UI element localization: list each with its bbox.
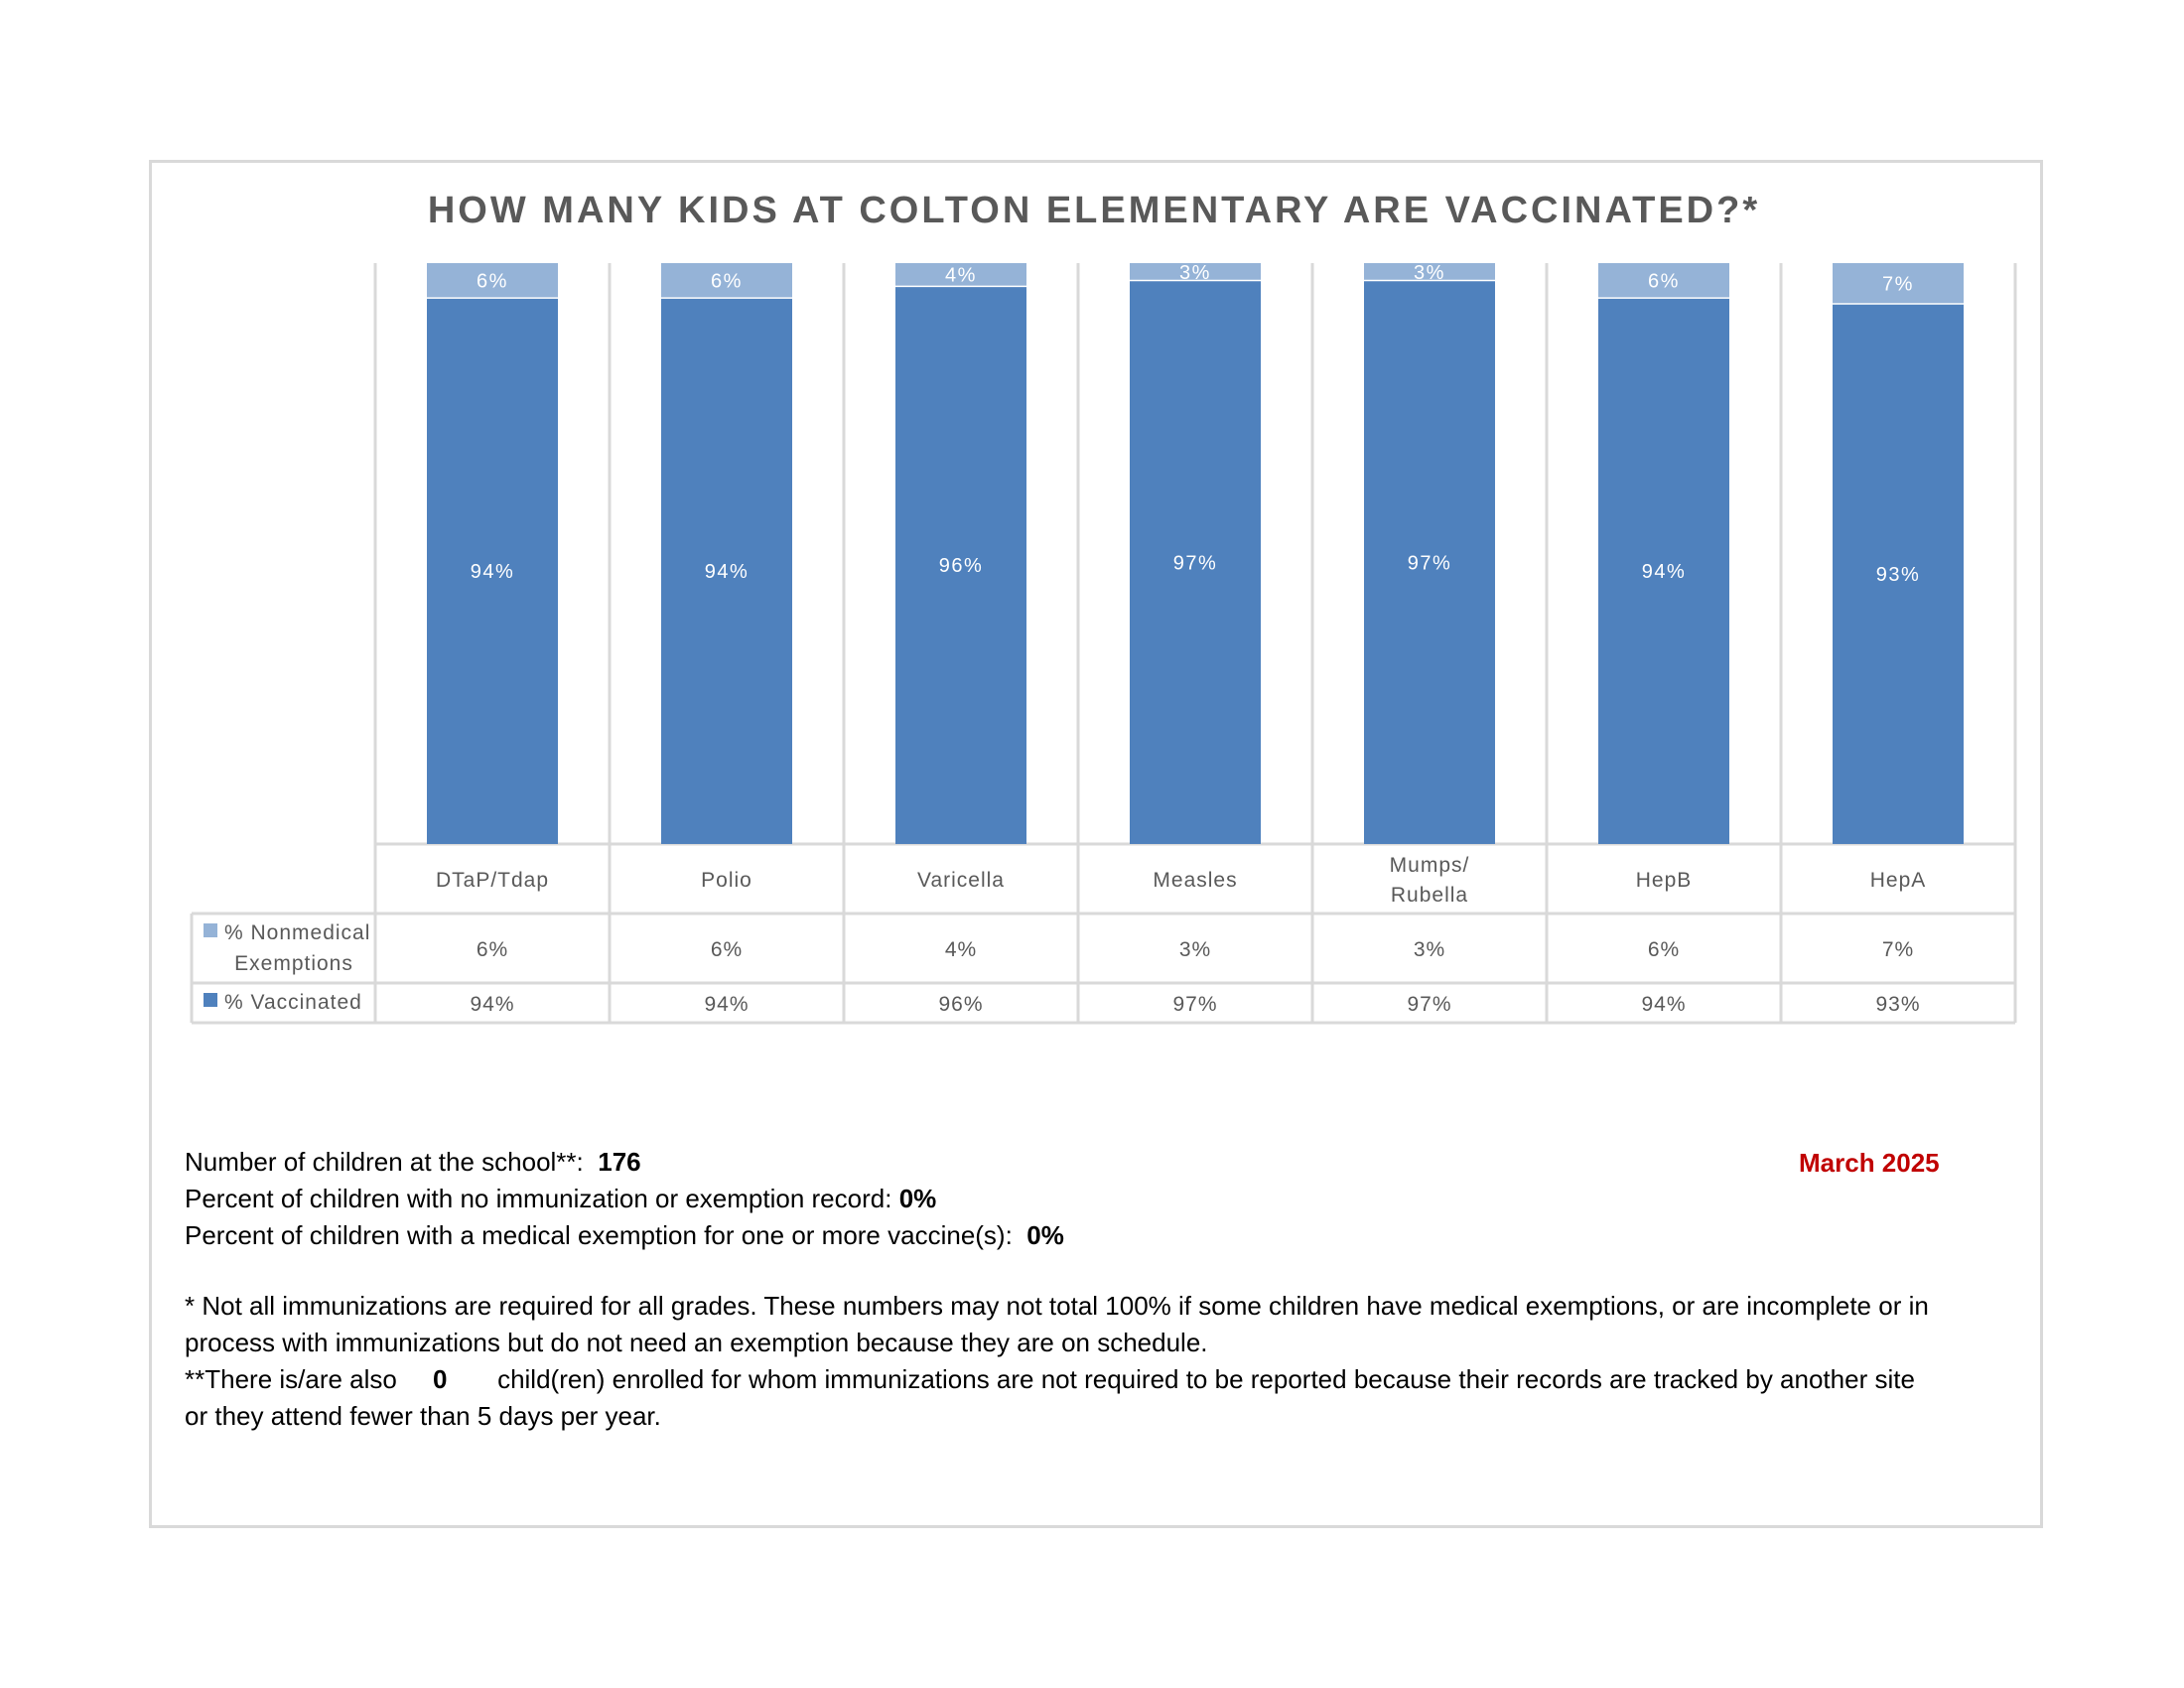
bar-label-vaccinated: 97% xyxy=(1173,552,1218,574)
table-value-vaccinated: 93% xyxy=(1875,993,1920,1016)
legend-label-nonmedical: Exemptions xyxy=(234,952,353,975)
bar-label-vaccinated: 94% xyxy=(471,561,515,583)
medical-exemption-line: Percent of children with a medical exemp… xyxy=(185,1217,2051,1254)
table-value-nonmedical: 7% xyxy=(1882,938,1914,961)
bar-vaccinated xyxy=(427,298,558,845)
bar-label-vaccinated: 97% xyxy=(1408,552,1452,574)
bar-vaccinated xyxy=(895,286,1026,844)
no-record-label: Percent of children with no immunization… xyxy=(185,1184,892,1213)
legend-key-vaccinated xyxy=(204,993,217,1007)
bar-label-vaccinated: 93% xyxy=(1876,564,1921,586)
bar-nonmedical-exemptions xyxy=(1598,263,1729,299)
category-label: DTaP/Tdap xyxy=(436,869,549,892)
bar-label-nonmedical: 4% xyxy=(945,265,977,287)
bar-label-nonmedical: 3% xyxy=(1179,262,1211,284)
category-label: Varicella xyxy=(917,869,1005,892)
bar-label-vaccinated: 94% xyxy=(1642,561,1687,583)
footnote-2-value: 0 xyxy=(433,1364,448,1394)
table-value-vaccinated: 96% xyxy=(938,993,983,1016)
table-value-vaccinated: 94% xyxy=(704,993,749,1016)
children-count-label: Number of children at the school**: xyxy=(185,1147,584,1177)
category-label: Polio xyxy=(701,869,752,892)
legend-label-vaccinated: % Vaccinated xyxy=(224,991,362,1014)
bar-label-vaccinated: 96% xyxy=(939,555,984,577)
table-value-nonmedical: 6% xyxy=(711,938,743,961)
table-value-nonmedical: 3% xyxy=(1179,938,1211,961)
footnote-1-line-1: * Not all immunizations are required for… xyxy=(185,1291,1929,1321)
bar-nonmedical-exemptions xyxy=(661,263,792,299)
bars: 94% 6% 94% 6% 96% 4% 97% 3% 97% 3% 94% 6% 93% 7% xyxy=(427,262,1964,845)
footnote-2-line-1: **There is/are also 0 child(ren) enrolle… xyxy=(185,1361,2051,1398)
data-table: DTaP/Tdap 6% 94% Polio 6% 94% Varicella 4% 96% Me… xyxy=(204,854,1927,1016)
bar-vaccinated xyxy=(661,298,792,845)
no-record-value: 0% xyxy=(898,1184,937,1213)
bar-nonmedical-exemptions xyxy=(1130,263,1261,281)
summary-notes: Number of children at the school**: 176 … xyxy=(185,1144,2051,1254)
children-count-line: Number of children at the school**: 176 xyxy=(185,1144,2051,1181)
table-value-nonmedical: 6% xyxy=(477,938,508,961)
table-value-nonmedical: 4% xyxy=(945,938,977,961)
table-value-vaccinated: 97% xyxy=(1407,993,1451,1016)
bar-vaccinated xyxy=(1130,280,1261,844)
table-value-nonmedical: 3% xyxy=(1414,938,1445,961)
bar-vaccinated xyxy=(1364,280,1495,844)
category-label: Mumps/ xyxy=(1390,854,1470,877)
category-label: HepA xyxy=(1870,869,1927,892)
category-label: Rubella xyxy=(1391,884,1468,907)
category-label: HepB xyxy=(1636,869,1693,892)
footnote-2-prefix: **There is/are also xyxy=(185,1364,397,1394)
bar-nonmedical-exemptions xyxy=(427,263,558,299)
bar-nonmedical-exemptions xyxy=(895,263,1026,287)
table-value-nonmedical: 6% xyxy=(1648,938,1680,961)
footnote-2-suffix: child(ren) enrolled for whom immunizatio… xyxy=(497,1364,1915,1394)
bar-label-vaccinated: 94% xyxy=(705,561,750,583)
bar-vaccinated xyxy=(1833,303,1964,844)
bar-label-nonmedical: 3% xyxy=(1414,262,1445,284)
bar-label-nonmedical: 7% xyxy=(1882,273,1914,295)
bar-nonmedical-exemptions xyxy=(1364,263,1495,281)
children-count-value: 176 xyxy=(598,1147,641,1177)
bar-label-nonmedical: 6% xyxy=(711,271,743,293)
legend-label-nonmedical: % Nonmedical xyxy=(224,921,370,944)
chart-title: HOW MANY KIDS AT COLTON ELEMENTARY ARE V… xyxy=(428,190,1760,231)
bar-label-nonmedical: 6% xyxy=(1648,271,1680,293)
footnote-1-line-2: process with immunizations but do not ne… xyxy=(185,1328,1208,1357)
footnote-2-line-2: or they attend fewer than 5 days per yea… xyxy=(185,1401,661,1431)
category-dividers xyxy=(190,263,2017,1025)
table-value-vaccinated: 94% xyxy=(1641,993,1686,1016)
category-label: Measles xyxy=(1153,869,1237,892)
bar-vaccinated xyxy=(1598,298,1729,845)
legend-key-nonmedical xyxy=(204,923,217,937)
chart-frame xyxy=(149,160,2043,1528)
medical-exemption-label: Percent of children with a medical exemp… xyxy=(185,1220,1013,1250)
bar-label-nonmedical: 6% xyxy=(477,271,508,293)
table-value-vaccinated: 94% xyxy=(470,993,514,1016)
bar-nonmedical-exemptions xyxy=(1833,263,1964,304)
medical-exemption-value: 0% xyxy=(1026,1220,1064,1250)
table-value-vaccinated: 97% xyxy=(1172,993,1217,1016)
no-record-line: Percent of children with no immunization… xyxy=(185,1181,2051,1217)
footnotes: * Not all immunizations are required for… xyxy=(185,1288,2051,1435)
report-date: March 2025 xyxy=(1799,1148,1940,1178)
